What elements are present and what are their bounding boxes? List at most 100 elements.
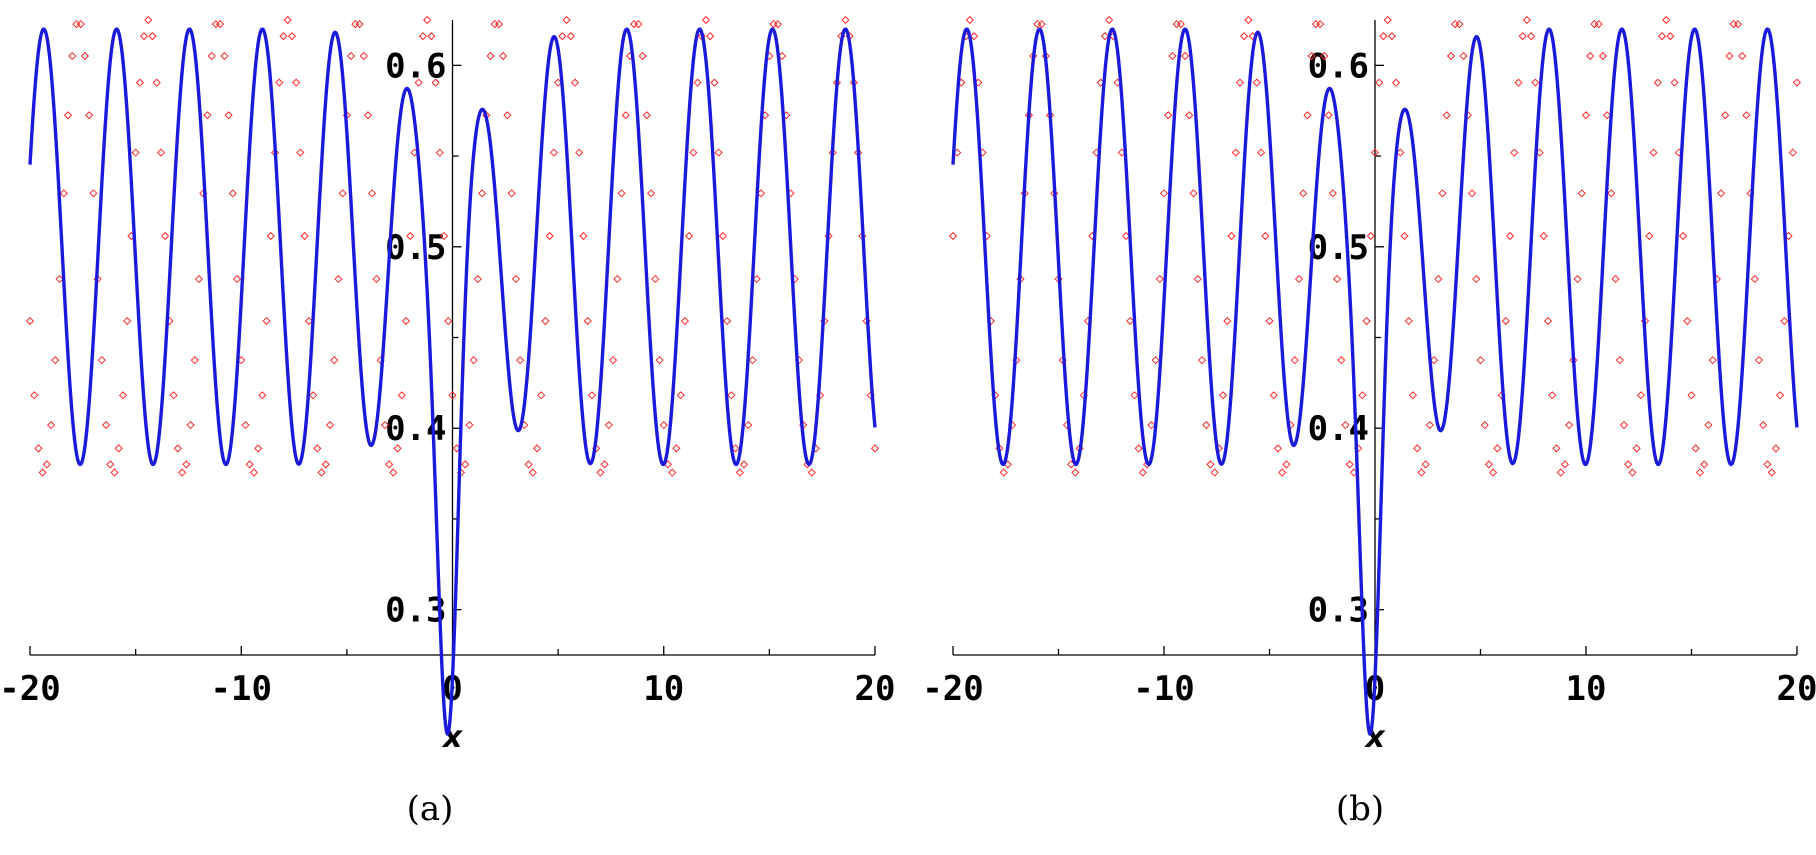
diamond-marker <box>1683 316 1692 326</box>
diamond-marker <box>1366 231 1375 241</box>
diamond-marker <box>207 51 216 61</box>
diamond-marker <box>1700 460 1709 469</box>
diamond-marker <box>1759 420 1768 430</box>
diamond-marker <box>999 468 1008 477</box>
diamond-marker <box>1467 189 1477 198</box>
diamond-marker <box>575 148 584 157</box>
diamond-marker <box>469 356 478 365</box>
diamond-marker <box>30 391 39 400</box>
diamond-marker <box>1105 15 1114 25</box>
diamond-marker <box>1662 15 1671 25</box>
diamond-marker <box>642 111 651 120</box>
diamond-marker <box>1244 15 1253 25</box>
diamond-marker <box>385 460 394 469</box>
diamond-marker <box>651 274 660 284</box>
diamond-marker <box>423 15 432 25</box>
diamond-marker <box>1510 148 1519 157</box>
diamond-marker <box>1341 420 1350 430</box>
diamond-marker <box>1527 32 1536 41</box>
diamond-marker <box>401 316 411 326</box>
diamond-marker <box>706 32 715 41</box>
diamond-marker <box>1619 420 1629 430</box>
x-tick-label: -20 <box>922 669 983 709</box>
diamond-marker <box>131 148 140 157</box>
diamond-marker <box>465 420 474 430</box>
diamond-marker <box>486 51 495 61</box>
diamond-marker <box>668 468 677 477</box>
diamond-marker <box>579 231 588 241</box>
diamond-marker <box>63 111 73 120</box>
diamond-marker <box>490 19 499 29</box>
diamond-marker <box>1387 32 1396 41</box>
diamond-marker <box>1391 78 1401 87</box>
diamond-marker <box>494 19 504 29</box>
diamond-marker <box>431 78 440 87</box>
diamond-marker <box>380 420 390 430</box>
diamond-marker <box>152 78 161 87</box>
x-tick-label: 10 <box>1566 669 1607 709</box>
diamond-marker <box>254 444 263 453</box>
diamond-marker <box>1037 19 1046 29</box>
diamond-marker <box>287 32 297 41</box>
diamond-marker <box>583 316 592 326</box>
diamond-marker <box>292 78 301 87</box>
diamond-marker <box>1776 391 1785 400</box>
diamond-marker <box>1278 468 1287 477</box>
panel-a: -20 -10 0 10 200.30.40.50.6x(a) <box>0 15 895 829</box>
diamond-marker <box>714 148 723 157</box>
diamond-marker <box>1159 189 1169 198</box>
diamond-marker <box>1771 444 1781 453</box>
diamond-marker <box>558 32 567 41</box>
diamond-marker <box>1763 460 1772 469</box>
diamond-marker <box>1362 316 1371 326</box>
diamond-marker <box>76 19 85 29</box>
diamond-marker <box>1155 274 1164 284</box>
diamond-marker <box>1218 391 1228 400</box>
diamond-marker <box>1404 316 1413 326</box>
diamond-marker <box>1206 460 1215 469</box>
diamond-marker <box>1307 51 1316 61</box>
diamond-marker <box>477 189 487 198</box>
diamond-marker <box>279 32 288 41</box>
diamond-marker <box>1792 78 1802 87</box>
diamond-marker <box>1172 19 1181 29</box>
diamond-marker <box>72 19 81 29</box>
diamond-marker <box>596 468 605 477</box>
diamond-marker <box>718 231 728 241</box>
diamond-marker <box>1472 274 1481 284</box>
diamond-marker <box>1476 356 1485 365</box>
diamond-marker <box>1556 468 1565 477</box>
diamond-marker <box>676 391 685 400</box>
diamond-marker <box>1290 356 1299 365</box>
diamond-marker <box>439 231 449 241</box>
diamond-marker <box>368 189 377 198</box>
diamond-marker <box>355 19 364 29</box>
diamond-marker <box>739 460 749 469</box>
diamond-marker <box>1168 51 1177 61</box>
x-tick-label: -10 <box>1133 669 1194 709</box>
diamond-marker <box>570 78 580 87</box>
diamond-marker <box>1434 274 1443 284</box>
y-tick-label: 0.3 <box>1308 591 1369 631</box>
diamond-marker <box>1320 51 1329 61</box>
diamond-marker <box>1489 468 1498 477</box>
diamond-marker <box>346 51 356 61</box>
diamond-marker <box>1210 468 1219 477</box>
diamond-marker <box>351 19 360 29</box>
diamond-marker <box>1071 468 1080 477</box>
diamond-marker <box>1543 316 1553 326</box>
diamond-marker <box>638 51 647 61</box>
diamond-marker <box>55 274 64 284</box>
diamond-marker <box>1581 111 1591 120</box>
x-tick-label: 20 <box>1777 669 1816 709</box>
diamond-marker <box>807 468 816 477</box>
diamond-marker <box>321 460 330 469</box>
diamond-marker <box>317 468 326 477</box>
diamond-marker <box>38 468 47 477</box>
diamond-marker <box>1628 468 1637 477</box>
diamond-marker <box>1742 111 1751 120</box>
diamond-marker <box>1590 19 1599 29</box>
diamond-marker <box>617 189 626 198</box>
diamond-marker <box>1729 19 1738 29</box>
